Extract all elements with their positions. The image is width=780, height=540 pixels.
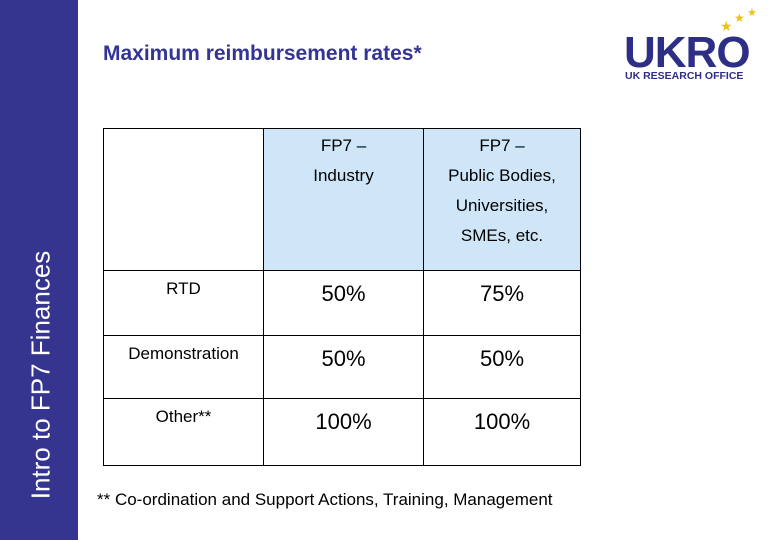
star-icon: ★ (734, 11, 745, 25)
cell-other-public: 100% (423, 398, 581, 466)
sidebar-title: Intro to FP7 Finances (25, 250, 56, 500)
table-row: Other** 100% 100% (103, 398, 581, 466)
cell-demonstration-industry: 50% (263, 335, 424, 399)
ukro-logo: ★ ★ ★ UKRO UK RESEARCH OFFICE (624, 8, 764, 86)
header-public-bodies: FP7 – Public Bodies, Universities, SMEs,… (423, 128, 581, 271)
row-label-demonstration: Demonstration (103, 335, 264, 399)
cell-other-industry: 100% (263, 398, 424, 466)
header-industry: FP7 – Industry (263, 128, 424, 271)
table-corner-cell (103, 128, 264, 271)
star-icon: ★ (720, 18, 733, 34)
cell-rtd-industry: 50% (263, 270, 424, 336)
sidebar-band: Intro to FP7 Finances (0, 0, 78, 540)
row-label-rtd: RTD (103, 270, 264, 336)
slide-title: Maximum reimbursement rates* (103, 42, 422, 65)
logo-wordmark: UKRO (624, 28, 751, 77)
footnote: ** Co-ordination and Support Actions, Tr… (97, 490, 553, 509)
table-row: Demonstration 50% 50% (103, 335, 581, 399)
row-label-other: Other** (103, 398, 264, 466)
reimbursement-table: FP7 – Industry FP7 – Public Bodies, Univ… (103, 128, 581, 466)
table-header-row: FP7 – Industry FP7 – Public Bodies, Univ… (103, 128, 581, 271)
cell-demonstration-public: 50% (423, 335, 581, 399)
star-icon: ★ (747, 7, 757, 19)
table-row: RTD 50% 75% (103, 270, 581, 336)
logo-subtitle: UK RESEARCH OFFICE (625, 70, 744, 82)
cell-rtd-public: 75% (423, 270, 581, 336)
